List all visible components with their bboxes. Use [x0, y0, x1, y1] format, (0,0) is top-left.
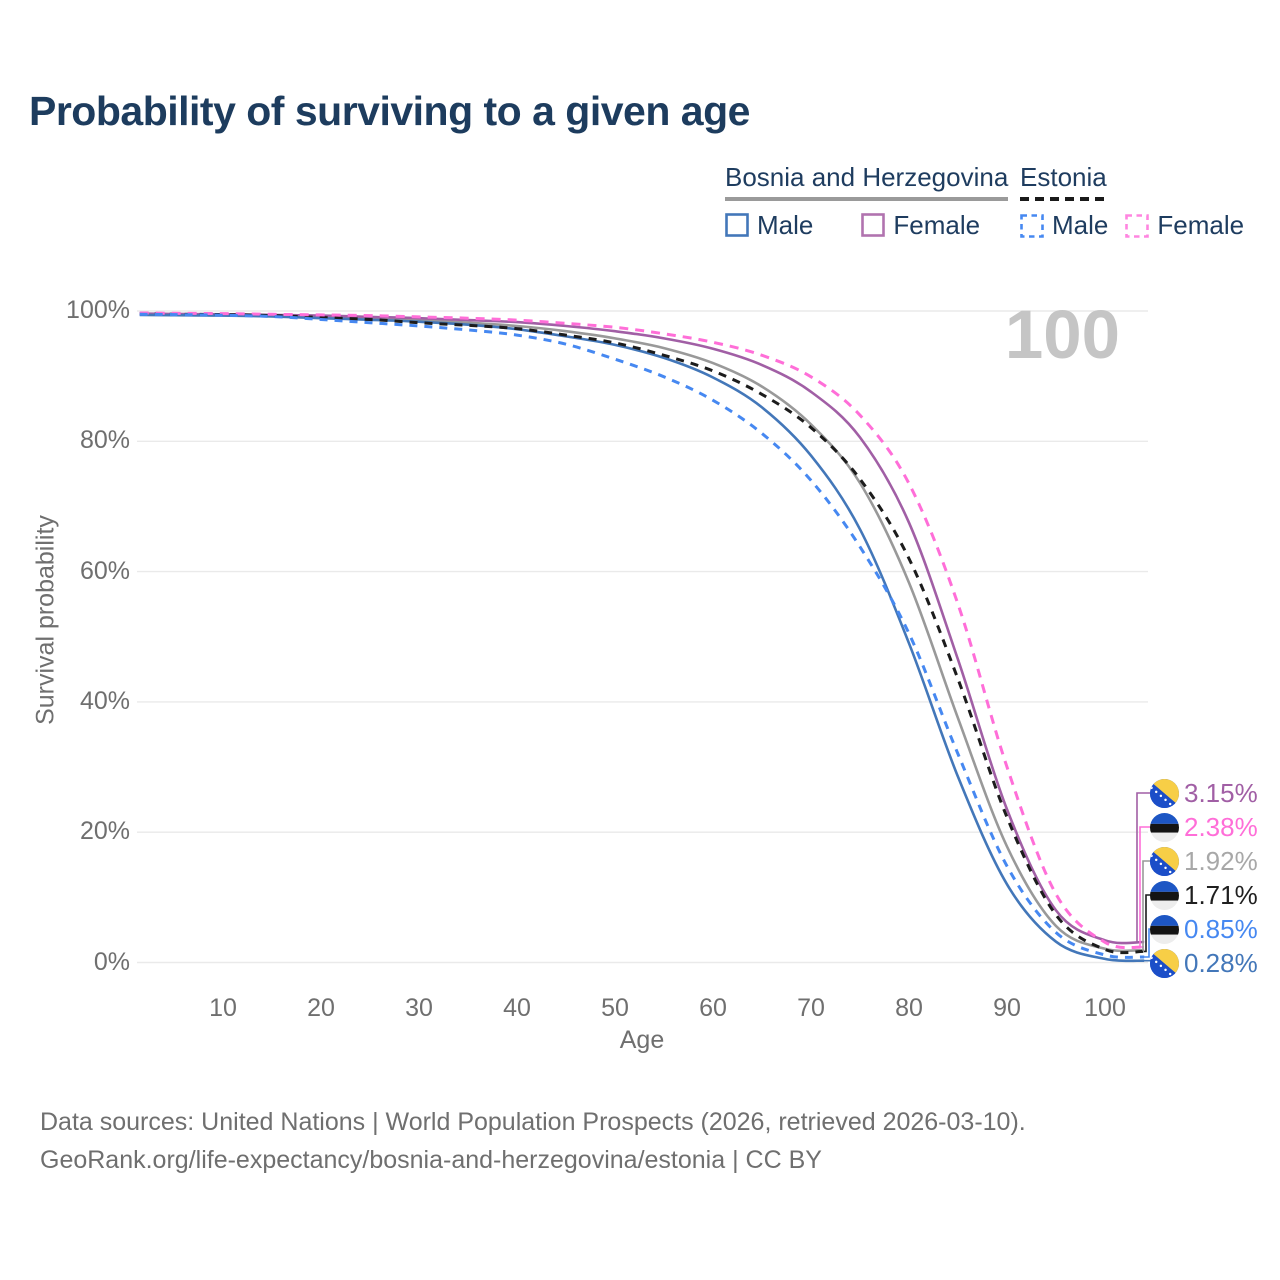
end-value-bosnia-male: 0.28% — [1184, 947, 1258, 978]
x-tick-90: 90 — [993, 994, 1021, 1022]
x-tick-80: 80 — [895, 994, 923, 1022]
curves — [139, 311, 1145, 963]
legend-swatch-icon — [725, 213, 749, 237]
bosnia-flag-icon — [1150, 846, 1179, 876]
legend-item-bosnia-male[interactable]: Male — [725, 210, 813, 241]
x-tick-70: 70 — [797, 994, 825, 1022]
end-value-estonia-male: 0.85% — [1184, 913, 1258, 944]
legend-swatch-icon — [861, 213, 886, 237]
bosnia-flag-icon — [1150, 778, 1179, 808]
legend-header: Estonia — [1020, 162, 1107, 192]
estonia-flag-icon — [1150, 880, 1179, 910]
end-label-row-estonia-male: 0.85% — [1150, 912, 1258, 946]
legend-item-estonia-female[interactable]: Female — [1125, 210, 1244, 241]
connector-bosnia-total — [1142, 860, 1151, 951]
estonia-flag-icon — [1150, 914, 1179, 944]
y-tick-60%: 60% — [79, 556, 130, 585]
data-sources-note: Data sources: United Nations | World Pop… — [40, 1108, 1026, 1136]
legend-item-label: Female — [1157, 210, 1245, 240]
estonia-flag-icon — [1150, 812, 1179, 842]
x-tick-100: 100 — [1084, 994, 1126, 1022]
x-tick-50: 50 — [601, 994, 629, 1022]
legend-header: Bosnia and Herzegovina — [725, 162, 1009, 192]
legend-item-estonia-male[interactable]: Male — [1020, 210, 1108, 241]
y-tick-0%: 0% — [93, 947, 130, 976]
end-value-estonia-total: 1.71% — [1184, 879, 1258, 910]
legend-item-label: Male — [757, 209, 814, 240]
gridlines — [137, 310, 1148, 964]
legend-item-bosnia-female[interactable]: Female — [861, 210, 980, 241]
end-value-labels: 3.15% 2.38% 1.92% 1.71% 0.85% 0.28% — [1150, 776, 1258, 980]
curve-bosnia-total — [139, 313, 1145, 953]
legend-underline-solid — [725, 197, 1009, 201]
legend-group-estonia: Estonia Male Female — [1020, 162, 1244, 241]
end-label-row-estonia-female: 2.38% — [1150, 810, 1258, 844]
y-tick-20%: 20% — [79, 817, 130, 846]
y-tick-100%: 100% — [66, 296, 130, 324]
end-label-row-bosnia-female: 3.15% — [1150, 776, 1258, 810]
y-tick-80%: 80% — [79, 426, 130, 455]
bosnia-flag-icon — [1150, 948, 1179, 978]
x-tick-40: 40 — [503, 994, 531, 1022]
end-label-row-estonia-total: 1.71% — [1150, 878, 1258, 912]
x-tick-30: 30 — [405, 994, 433, 1022]
connector-estonia-female — [1139, 826, 1151, 948]
connector-bosnia-female — [1136, 792, 1151, 943]
end-value-bosnia-total: 1.92% — [1184, 845, 1258, 876]
attribution-note: GeoRank.org/life-expectancy/bosnia-and-h… — [40, 1146, 822, 1174]
legend-group-bosnia-and-herzegovina: Bosnia and Herzegovina Male Female — [725, 162, 1009, 241]
end-value-bosnia-female: 3.15% — [1184, 777, 1258, 808]
end-label-row-bosnia-total: 1.92% — [1150, 844, 1258, 878]
curve-estonia-total — [139, 312, 1145, 955]
end-label-row-bosnia-male: 0.28% — [1150, 946, 1258, 980]
curve-estonia-female — [139, 311, 1145, 950]
curve-bosnia-female — [139, 312, 1145, 945]
legend-item-label: Female — [893, 209, 981, 240]
legend-item-label: Male — [1052, 210, 1109, 240]
curve-estonia-male — [139, 312, 1145, 959]
y-tick-40%: 40% — [79, 686, 130, 715]
age-counter-watermark: 100 — [1004, 296, 1120, 373]
legend-underline-dashed — [1020, 197, 1107, 201]
legend-swatch-icon — [1020, 213, 1044, 238]
legend-swatch-icon — [1125, 213, 1150, 238]
end-value-estonia-female: 2.38% — [1184, 811, 1258, 842]
page-title: Probability of surviving to a given age — [29, 88, 750, 134]
x-tick-60: 60 — [699, 994, 727, 1022]
y-axis-title: Survival probability — [31, 515, 60, 725]
x-axis-title: Age — [619, 1026, 665, 1054]
curve-bosnia-male — [139, 313, 1145, 963]
x-tick-10: 10 — [209, 994, 237, 1022]
connector-estonia-total — [1144, 894, 1151, 953]
x-tick-20: 20 — [307, 994, 335, 1022]
